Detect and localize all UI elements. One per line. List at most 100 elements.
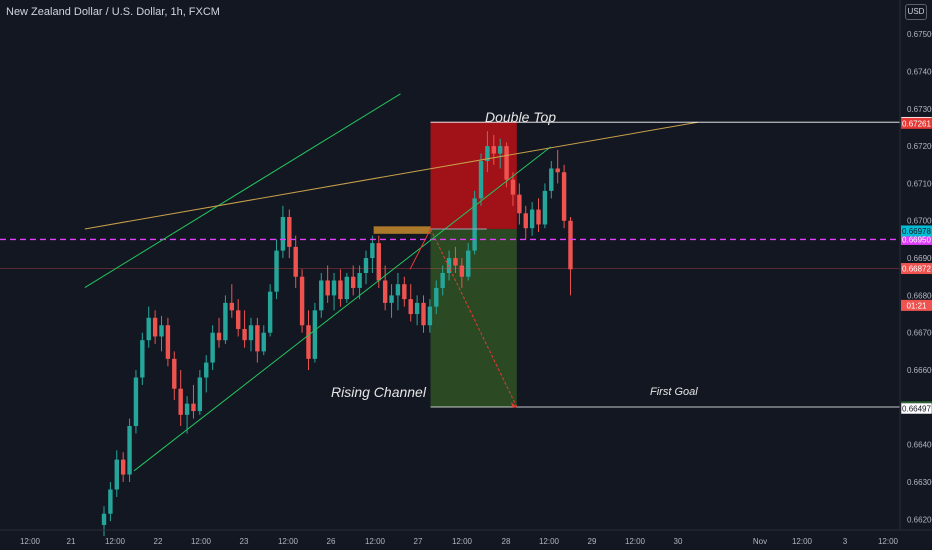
- candle-body: [306, 325, 311, 359]
- candle: [414, 295, 420, 326]
- price-badge-bg: [901, 299, 932, 311]
- time-tick-label: 12:00: [365, 537, 386, 546]
- candle: [165, 317, 171, 367]
- candle: [408, 284, 413, 322]
- candle: [421, 295, 426, 333]
- price-badge: 0.66978: [901, 225, 932, 237]
- candle: [146, 306, 151, 348]
- candle-body: [382, 280, 388, 303]
- time-tick-label: 21: [67, 537, 76, 546]
- candle: [497, 138, 503, 169]
- candle: [229, 284, 234, 318]
- candle-body: [312, 310, 318, 359]
- candle-body: [434, 287, 439, 307]
- candle-body: [204, 362, 209, 378]
- candle: [382, 265, 388, 311]
- time-tick-label: 12:00: [20, 537, 41, 546]
- candle: [255, 317, 260, 363]
- price-badge: 0.67261: [901, 117, 932, 129]
- candle-body: [523, 213, 528, 229]
- candle: [440, 265, 445, 296]
- candle-body: [491, 146, 496, 154]
- candle-body: [267, 291, 273, 333]
- candle: [395, 273, 401, 311]
- time-tick-label: 3: [843, 537, 848, 546]
- candle: [389, 284, 394, 318]
- candle: [472, 190, 477, 255]
- price-badge-label: 01:21: [906, 301, 927, 310]
- candle: [485, 131, 490, 173]
- candle-body: [331, 280, 337, 296]
- candle-body: [478, 161, 484, 199]
- candle-body: [446, 258, 452, 273]
- candle-body: [293, 246, 298, 277]
- candle: [133, 370, 139, 434]
- candle-body: [536, 209, 541, 225]
- candle-body: [408, 299, 413, 315]
- candle: [568, 217, 573, 296]
- price-axis[interactable]: 0.662000.663000.664000.665000.666000.667…: [907, 30, 932, 524]
- candle: [478, 153, 484, 206]
- candle-body: [440, 273, 445, 288]
- candle-body: [159, 325, 164, 337]
- projection-arrowhead: [510, 401, 517, 408]
- trendline: [84, 121, 698, 230]
- candle-body: [517, 194, 522, 214]
- time-tick-label: 22: [154, 537, 163, 546]
- price-badge-label: 0.66950: [902, 235, 931, 244]
- candle-body: [261, 332, 266, 352]
- time-tick-label: 28: [502, 537, 511, 546]
- candle-body: [370, 243, 375, 259]
- candle: [235, 299, 241, 337]
- candle-body: [255, 325, 260, 352]
- candles-layer: [101, 131, 573, 537]
- candle-body: [108, 489, 113, 514]
- retest-arrow: [409, 228, 431, 270]
- price-badge-label: 0.66497: [902, 404, 931, 413]
- candle: [280, 205, 286, 259]
- time-axis[interactable]: 12:00 21 12:00 22 12:00 23 12:00 26 12:00 27 12:00…: [20, 537, 899, 546]
- candle: [216, 317, 222, 348]
- candle-body: [414, 302, 420, 315]
- currency-button[interactable]: USD: [905, 4, 927, 20]
- candle: [127, 418, 132, 483]
- time-tick-label: 29: [588, 537, 597, 546]
- candle-body: [319, 280, 324, 311]
- candle: [159, 315, 164, 352]
- rising-channel-label: Rising Channel: [331, 384, 426, 400]
- candle: [561, 164, 567, 229]
- candle: [293, 235, 298, 288]
- price-badge: 0.66497: [900, 402, 932, 415]
- candle-body: [453, 258, 458, 266]
- candle: [542, 183, 548, 229]
- candle: [402, 276, 407, 307]
- candle: [287, 209, 292, 259]
- candle-body: [363, 258, 369, 273]
- candle-body: [120, 459, 126, 475]
- candle: [223, 295, 228, 344]
- candle-body: [389, 295, 394, 303]
- candle-body: [497, 146, 503, 154]
- candle-body: [274, 250, 279, 292]
- time-tick-label: 12:00: [278, 537, 299, 546]
- price-badge-bg: [901, 117, 932, 129]
- candle-body: [146, 317, 151, 341]
- candle-body: [529, 209, 535, 229]
- candle-body: [299, 276, 305, 326]
- candle-body: [338, 280, 343, 300]
- candle: [338, 269, 343, 307]
- price-badge: 01:21: [901, 299, 932, 311]
- candle: [434, 280, 439, 315]
- time-tick-label: 12:00: [191, 537, 212, 546]
- time-tick-label: 12:00: [452, 537, 473, 546]
- candle: [344, 273, 350, 303]
- candle-body: [216, 332, 222, 341]
- candle: [172, 351, 177, 400]
- candle: [152, 310, 158, 344]
